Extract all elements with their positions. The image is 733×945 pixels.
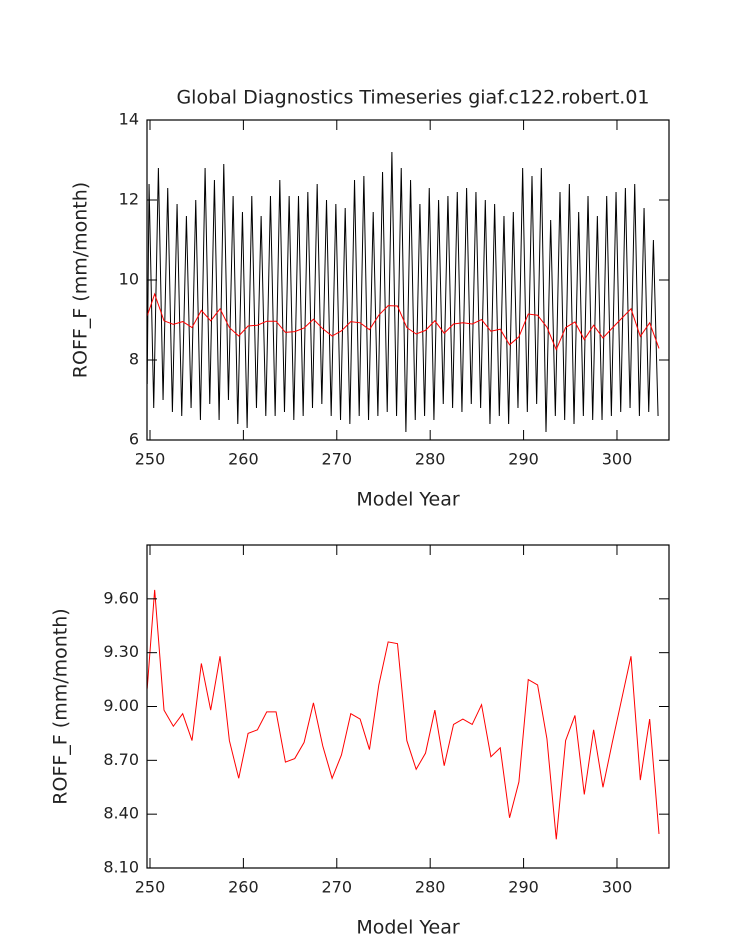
y-tick-label: 8.70	[103, 750, 139, 769]
x-tick-label: 260	[228, 450, 259, 469]
x-tick-label: 290	[508, 878, 539, 897]
y-tick-label: 9.60	[103, 588, 139, 607]
x-tick-label: 300	[602, 450, 633, 469]
y-tick-label: 8	[129, 350, 139, 369]
x-tick-label: 290	[508, 450, 539, 469]
x-tick-label: 250	[135, 878, 166, 897]
plot-frame	[146, 119, 670, 441]
x-tick-label: 300	[602, 878, 633, 897]
x-tick-label: 280	[415, 878, 446, 897]
series-line	[147, 151, 659, 433]
chart-title: Global Diagnostics Timeseries giaf.c122.…	[176, 87, 649, 109]
y-axis-label: ROFF_F (mm/month)	[50, 608, 72, 804]
y-axis-label: ROFF_F (mm/month)	[70, 182, 92, 378]
x-tick-label: 250	[135, 450, 166, 469]
series-line	[147, 292, 660, 351]
y-tick-label: 8.40	[103, 804, 139, 823]
series-line	[147, 589, 660, 840]
x-tick-label: 280	[415, 450, 446, 469]
y-tick-label: 14	[119, 110, 139, 129]
x-tick-label: 270	[322, 450, 353, 469]
y-tick-label: 8.10	[103, 858, 139, 877]
x-tick-label: 270	[322, 878, 353, 897]
y-tick-label: 9.00	[103, 696, 139, 715]
x-tick-label: 260	[228, 878, 259, 897]
y-tick-label: 6	[129, 430, 139, 449]
x-axis-label: Model Year	[356, 917, 460, 939]
y-tick-label: 12	[119, 190, 139, 209]
y-tick-label: 10	[119, 270, 139, 289]
x-axis-label: Model Year	[356, 489, 460, 511]
y-tick-label: 9.30	[103, 642, 139, 661]
